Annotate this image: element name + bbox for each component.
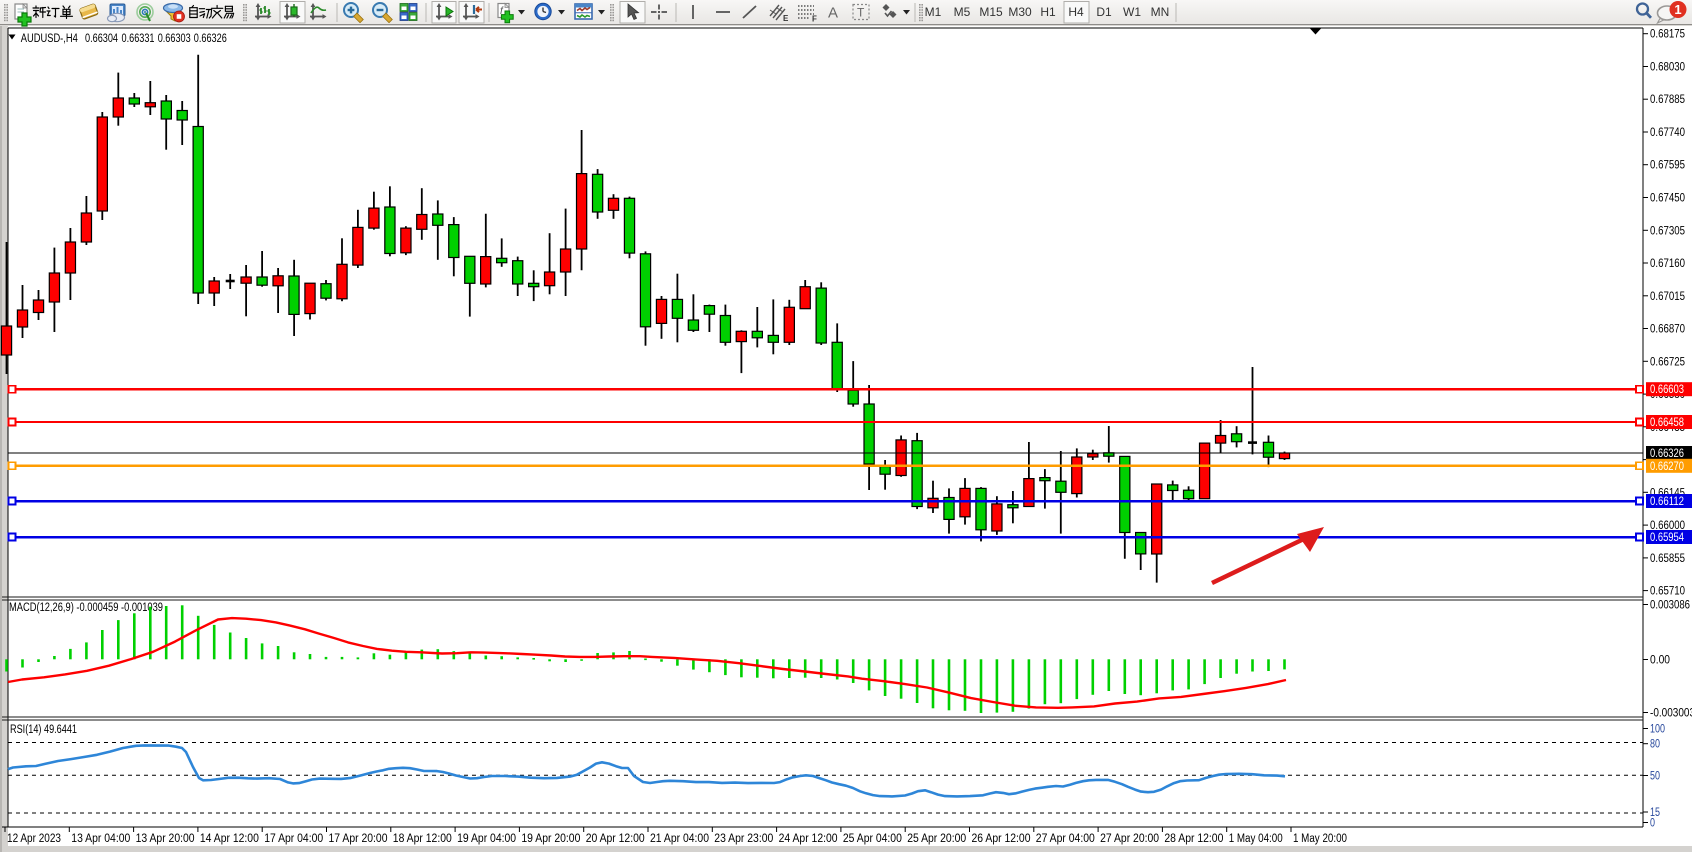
svg-text:0.67595: 0.67595 xyxy=(1650,160,1685,172)
svg-text:26 Apr 12:00: 26 Apr 12:00 xyxy=(972,833,1031,845)
svg-text:0.66326: 0.66326 xyxy=(1650,448,1684,460)
svg-text:0.67450: 0.67450 xyxy=(1650,193,1685,205)
svg-text:0.68175: 0.68175 xyxy=(1650,29,1685,41)
svg-text:24 Apr 12:00: 24 Apr 12:00 xyxy=(779,833,838,845)
svg-text:0.66870: 0.66870 xyxy=(1650,324,1685,336)
svg-text:14 Apr 12:00: 14 Apr 12:00 xyxy=(200,833,259,845)
svg-text:0.66331: 0.66331 xyxy=(122,33,155,45)
svg-text:18 Apr 12:00: 18 Apr 12:00 xyxy=(393,833,452,845)
svg-text:23 Apr 23:00: 23 Apr 23:00 xyxy=(714,833,773,845)
svg-text:17 Apr 20:00: 17 Apr 20:00 xyxy=(329,833,388,845)
svg-text:0.68030: 0.68030 xyxy=(1650,62,1685,74)
svg-text:17 Apr 04:00: 17 Apr 04:00 xyxy=(264,833,323,845)
svg-text:21 Apr 04:00: 21 Apr 04:00 xyxy=(650,833,709,845)
svg-text:15: 15 xyxy=(1650,807,1660,819)
svg-text:1 May 20:00: 1 May 20:00 xyxy=(1293,833,1347,845)
svg-text:f: f xyxy=(500,6,504,17)
svg-text:0.66458: 0.66458 xyxy=(1650,417,1684,429)
svg-text:0.66000: 0.66000 xyxy=(1650,520,1685,532)
svg-text:13 Apr 20:00: 13 Apr 20:00 xyxy=(136,833,195,845)
svg-text:AUDUSD-,H4: AUDUSD-,H4 xyxy=(21,33,78,45)
svg-text:H4: H4 xyxy=(1068,5,1084,19)
svg-text:19 Apr 20:00: 19 Apr 20:00 xyxy=(521,833,580,845)
svg-text:80: 80 xyxy=(1650,739,1660,751)
svg-text:0.66603: 0.66603 xyxy=(1650,384,1684,396)
svg-text:50: 50 xyxy=(1650,771,1660,783)
svg-text:0.66326: 0.66326 xyxy=(194,33,227,45)
svg-text:19 Apr 04:00: 19 Apr 04:00 xyxy=(457,833,516,845)
svg-text:0: 0 xyxy=(1650,818,1655,830)
svg-text:0.67160: 0.67160 xyxy=(1650,258,1685,270)
svg-text:M1: M1 xyxy=(925,5,942,19)
svg-text:0.67885: 0.67885 xyxy=(1650,94,1685,106)
svg-text:0.65855: 0.65855 xyxy=(1650,553,1685,565)
svg-text:25 Apr 04:00: 25 Apr 04:00 xyxy=(843,833,902,845)
svg-text:0.66112: 0.66112 xyxy=(1650,496,1684,508)
svg-text:1: 1 xyxy=(1674,2,1681,17)
svg-text:A: A xyxy=(828,5,838,22)
svg-text:100: 100 xyxy=(1650,724,1665,736)
svg-text:0.65710: 0.65710 xyxy=(1650,586,1685,598)
svg-text:0.65954: 0.65954 xyxy=(1650,532,1684,544)
svg-text:1 May 04:00: 1 May 04:00 xyxy=(1229,833,1283,845)
svg-text:0.67305: 0.67305 xyxy=(1650,225,1685,237)
svg-text:RSI(14) 49.6441: RSI(14) 49.6441 xyxy=(10,724,77,736)
svg-text:0.66270: 0.66270 xyxy=(1650,461,1684,473)
svg-text:MACD(12,26,9) -0.000459 -0.001: MACD(12,26,9) -0.000459 -0.001039 xyxy=(9,602,163,614)
svg-text:D1: D1 xyxy=(1096,5,1112,19)
svg-text:W1: W1 xyxy=(1123,5,1141,19)
svg-text:0.66303: 0.66303 xyxy=(158,33,191,45)
svg-text:M30: M30 xyxy=(1008,5,1032,19)
svg-text:MN: MN xyxy=(1151,5,1170,19)
svg-text:M5: M5 xyxy=(954,5,971,19)
svg-text:F: F xyxy=(812,15,817,24)
svg-text:T: T xyxy=(857,6,865,20)
svg-text:M15: M15 xyxy=(979,5,1003,19)
svg-text:0.67740: 0.67740 xyxy=(1650,127,1685,139)
svg-text:28 Apr 12:00: 28 Apr 12:00 xyxy=(1164,833,1223,845)
svg-text:27 Apr 04:00: 27 Apr 04:00 xyxy=(1036,833,1095,845)
svg-text:0.66725: 0.66725 xyxy=(1650,356,1685,368)
svg-text:-0.003003: -0.003003 xyxy=(1650,708,1692,720)
svg-text:13 Apr 04:00: 13 Apr 04:00 xyxy=(71,833,130,845)
svg-text:0.66304: 0.66304 xyxy=(85,33,118,45)
svg-text:20 Apr 12:00: 20 Apr 12:00 xyxy=(586,833,645,845)
svg-text:0.00: 0.00 xyxy=(1650,655,1670,667)
svg-text:0.67015: 0.67015 xyxy=(1650,291,1685,303)
svg-text:0.003086: 0.003086 xyxy=(1650,600,1690,612)
svg-text:12 Apr 2023: 12 Apr 2023 xyxy=(7,833,61,845)
svg-text:27 Apr 20:00: 27 Apr 20:00 xyxy=(1100,833,1159,845)
svg-text:H1: H1 xyxy=(1040,5,1056,19)
svg-text:25 Apr 20:00: 25 Apr 20:00 xyxy=(907,833,966,845)
svg-text:E: E xyxy=(783,14,789,23)
